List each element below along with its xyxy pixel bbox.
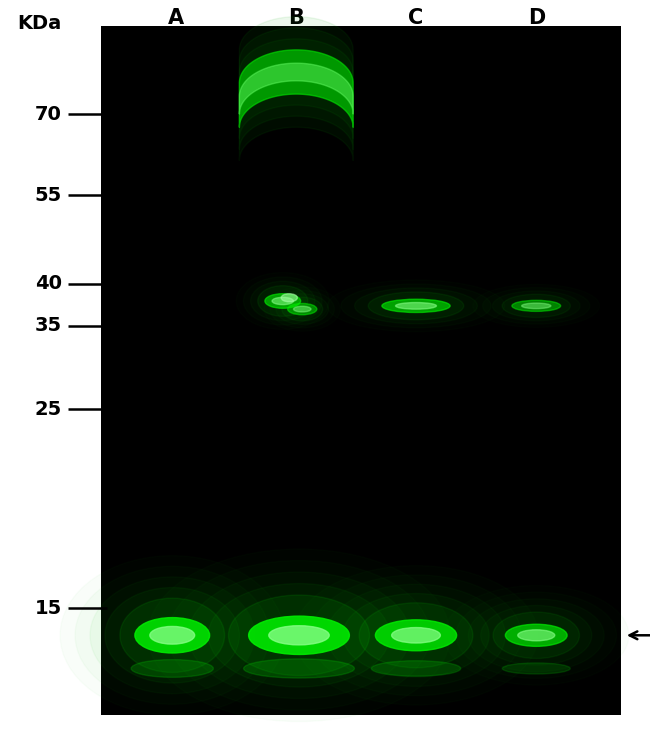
Ellipse shape bbox=[294, 307, 311, 312]
Ellipse shape bbox=[521, 303, 551, 309]
Ellipse shape bbox=[359, 603, 473, 668]
Ellipse shape bbox=[512, 301, 560, 311]
Text: A: A bbox=[168, 8, 183, 29]
Text: 55: 55 bbox=[34, 186, 62, 205]
Ellipse shape bbox=[229, 595, 369, 676]
Ellipse shape bbox=[265, 294, 300, 308]
Text: C: C bbox=[408, 8, 424, 29]
Ellipse shape bbox=[281, 294, 298, 302]
Text: D: D bbox=[528, 8, 545, 29]
Ellipse shape bbox=[343, 593, 489, 677]
Ellipse shape bbox=[371, 660, 461, 677]
Ellipse shape bbox=[244, 659, 354, 678]
Ellipse shape bbox=[248, 616, 350, 654]
Text: 25: 25 bbox=[34, 399, 62, 419]
Bar bbox=[101, 26, 621, 715]
Ellipse shape bbox=[395, 303, 437, 310]
Ellipse shape bbox=[493, 612, 580, 659]
Ellipse shape bbox=[105, 587, 239, 683]
Ellipse shape bbox=[150, 626, 195, 644]
Text: 40: 40 bbox=[34, 274, 62, 293]
Text: KDa: KDa bbox=[18, 14, 62, 33]
Ellipse shape bbox=[269, 626, 330, 645]
Ellipse shape bbox=[376, 620, 456, 651]
Ellipse shape bbox=[506, 624, 567, 646]
Text: 70: 70 bbox=[35, 105, 62, 124]
Ellipse shape bbox=[502, 294, 571, 318]
Text: 35: 35 bbox=[34, 316, 62, 335]
Ellipse shape bbox=[287, 304, 317, 315]
Ellipse shape bbox=[502, 663, 570, 674]
Ellipse shape bbox=[208, 584, 390, 687]
Text: B: B bbox=[288, 8, 304, 29]
Ellipse shape bbox=[120, 598, 225, 672]
Ellipse shape bbox=[135, 618, 209, 653]
Ellipse shape bbox=[272, 297, 294, 304]
Ellipse shape bbox=[131, 660, 213, 677]
Ellipse shape bbox=[517, 629, 555, 641]
Ellipse shape bbox=[391, 628, 441, 643]
Ellipse shape bbox=[368, 292, 463, 320]
Ellipse shape bbox=[382, 299, 450, 312]
Text: 15: 15 bbox=[34, 598, 62, 618]
Ellipse shape bbox=[257, 286, 308, 316]
Ellipse shape bbox=[281, 297, 323, 321]
